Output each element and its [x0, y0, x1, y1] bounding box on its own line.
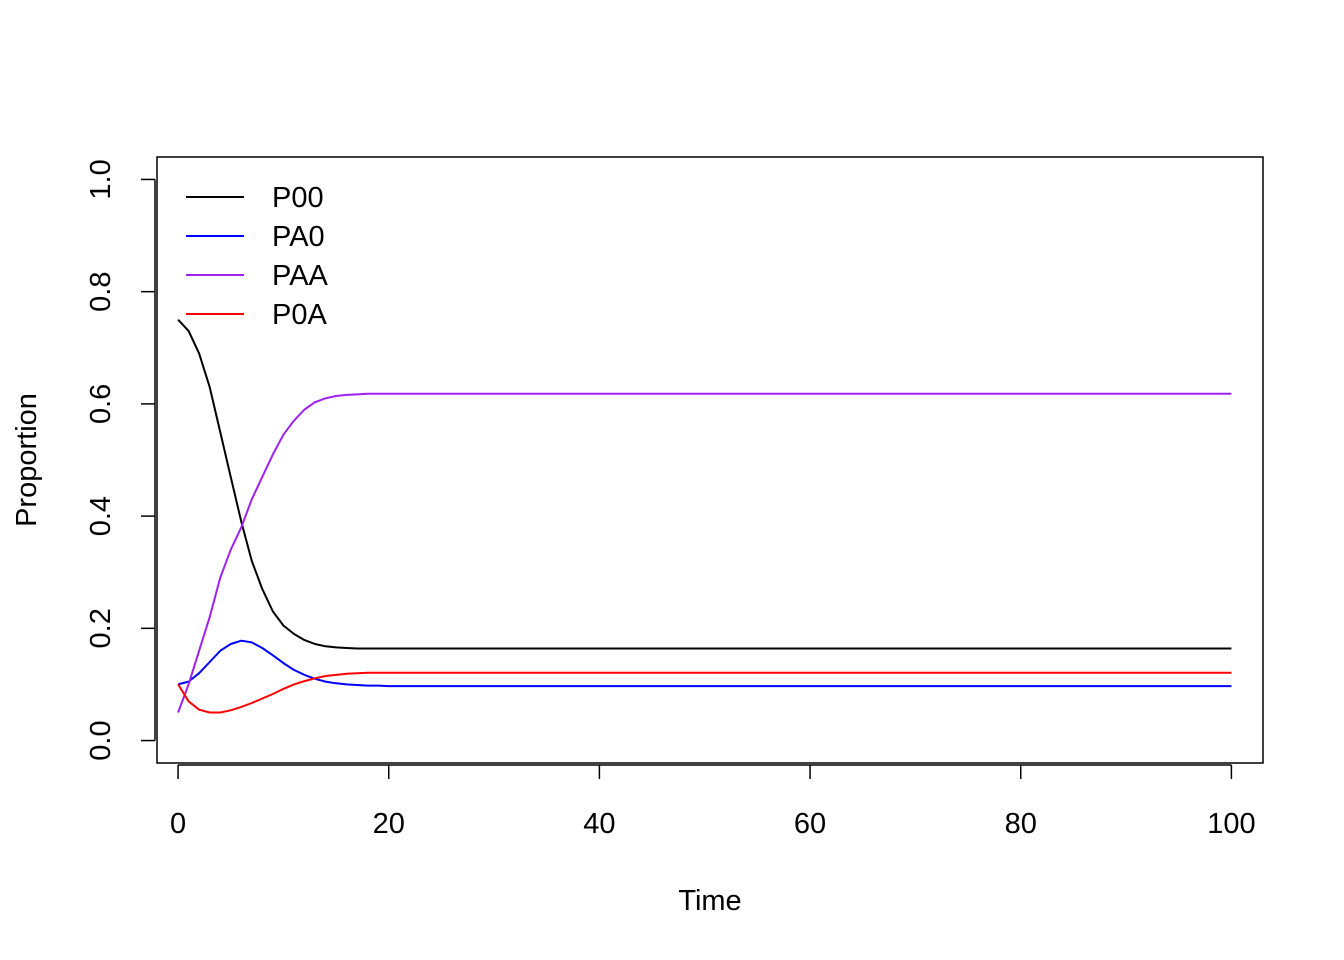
y-tick-label: 0.4 — [85, 496, 117, 536]
y-tick-label: 0.0 — [85, 720, 117, 760]
y-tick-label: 0.2 — [85, 608, 117, 648]
x-axis-label: Time — [678, 885, 741, 917]
y-tick-label: 0.6 — [85, 384, 117, 424]
y-axis-label: Proportion — [11, 393, 43, 527]
y-tick-label: 1.0 — [85, 159, 117, 199]
x-tick-label: 60 — [794, 808, 826, 840]
legend-label-pa0: PA0 — [272, 221, 325, 253]
x-axis: 0 20 40 60 80 100 — [170, 764, 1256, 840]
y-tick-label: 0.8 — [85, 272, 117, 312]
series-line-p0a — [177, 671, 1232, 714]
series-layer — [177, 319, 1232, 714]
x-tick-label: 40 — [583, 808, 615, 840]
legend-label-p00: P00 — [272, 182, 324, 214]
plot-box — [156, 156, 1264, 764]
x-tick-label: 20 — [373, 808, 405, 840]
legend-label-p0a: P0A — [272, 299, 327, 331]
series-line-p00 — [177, 319, 1232, 650]
x-tick-label: 100 — [1207, 808, 1255, 840]
series-line-pa0 — [177, 639, 1232, 688]
x-tick-label: 0 — [170, 808, 186, 840]
series-line-paa — [177, 392, 1232, 713]
legend-label-paa: PAA — [272, 260, 329, 292]
legend: P00 PA0 PAA P0A — [186, 182, 329, 331]
x-tick-label: 80 — [1005, 808, 1037, 840]
y-axis: 0.0 0.2 0.4 0.6 0.8 1.0 — [85, 159, 156, 761]
